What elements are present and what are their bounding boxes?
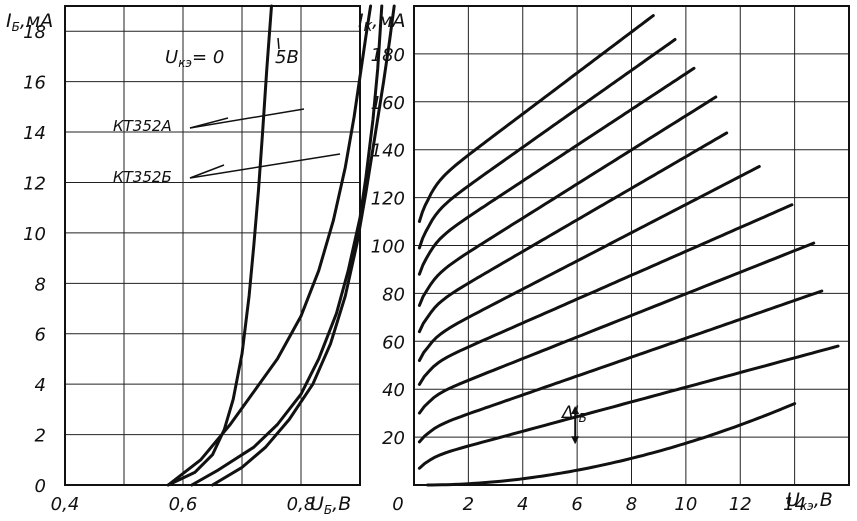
right-plot-frame xyxy=(413,5,850,486)
right-series-line xyxy=(417,344,840,470)
right-y-tick-label: 80 xyxy=(382,284,405,305)
right-x-axis-subscript: кэ xyxy=(800,499,814,513)
right-x-tick-label: 8 xyxy=(626,494,637,515)
left-y-tick-label: 16 xyxy=(23,73,46,94)
uce-5v-pointer xyxy=(277,37,280,50)
left-y-ticks: 0 2 4 6 8 10 12 14 16 18 xyxy=(23,22,46,497)
right-x-tick-label: 4 xyxy=(517,494,528,515)
pointer-kt352a-2 xyxy=(189,108,305,129)
left-y-tick-label: 10 xyxy=(23,224,46,245)
right-x-axis-label: Uкэ,В xyxy=(786,489,833,513)
left-series-line xyxy=(190,4,384,487)
right-series-line xyxy=(426,402,797,487)
left-x-ticks: 0,4 0,6 0,8 xyxy=(51,494,316,515)
right-y-axis-unit: ,мА xyxy=(372,10,405,32)
right-y-axis-label: IК,мА xyxy=(358,10,406,34)
left-y-tick-label: 0 xyxy=(35,476,46,497)
left-curves xyxy=(166,4,396,487)
left-x-tick-label: 0,8 xyxy=(287,494,316,515)
chart-collector-output: 20 40 60 80 100 120 140 160 180 0 2 4 6 8 10 12 14 IК,м… xyxy=(358,5,850,515)
uce-value-zero: = 0 xyxy=(192,47,224,68)
delta-ib-arrow xyxy=(571,405,580,445)
delta-ib-label: ΔIБ xyxy=(560,403,587,425)
left-y-tick-label: 4 xyxy=(35,375,46,396)
right-x-ticks: 0 2 4 6 8 10 12 14 xyxy=(392,494,806,515)
right-y-tick-label: 60 xyxy=(382,332,405,353)
left-y-tick-label: 8 xyxy=(35,274,46,295)
left-series-line xyxy=(166,4,373,487)
right-series-line xyxy=(417,95,718,307)
left-x-tick-label: 0,6 xyxy=(169,494,198,515)
left-x-tick-label: 0,4 xyxy=(51,494,80,515)
left-y-axis-label: IБ,мА xyxy=(6,10,53,34)
right-x-axis-symbol: U xyxy=(786,489,800,511)
right-series-line xyxy=(417,66,696,276)
left-series-line xyxy=(211,4,396,487)
right-series-line xyxy=(417,131,729,334)
left-y-axis-symbol: I xyxy=(6,10,12,32)
right-y-ticks: 20 40 60 80 100 120 140 160 180 xyxy=(371,45,405,449)
right-x-tick-label: 12 xyxy=(729,494,752,515)
right-x-tick-label: 6 xyxy=(571,494,582,515)
right-curves xyxy=(417,14,840,487)
pointer-kt352b-1 xyxy=(189,164,225,179)
left-y-axis-unit: ,мА xyxy=(20,10,53,32)
right-x-axis-unit: ,В xyxy=(814,489,833,511)
left-y-tick-label: 6 xyxy=(35,325,46,346)
left-x-axis-unit: ,В xyxy=(332,493,351,515)
right-series-line xyxy=(417,14,655,223)
right-y-tick-label: 40 xyxy=(382,380,405,401)
label-kt352a: КТ352А xyxy=(113,117,172,135)
label-kt352b: КТ352Б xyxy=(113,168,172,186)
right-y-axis-symbol: I xyxy=(358,10,364,32)
left-y-tick-label: 2 xyxy=(35,426,46,447)
delta-ib-symbol: ΔI xyxy=(560,403,579,423)
delta-ib-subscript: Б xyxy=(579,411,587,425)
right-x-tick-label: 2 xyxy=(463,494,474,515)
left-y-tick-label: 18 xyxy=(23,22,46,43)
right-series-line xyxy=(417,241,816,415)
right-series-line xyxy=(417,203,794,386)
delta-arrow-head-down xyxy=(571,436,580,445)
right-y-tick-label: 180 xyxy=(371,45,405,66)
delta-arrow-head-up xyxy=(571,405,580,414)
left-x-axis-subscript: Б xyxy=(324,503,332,517)
right-x-tick-label: 10 xyxy=(674,494,697,515)
right-series-line xyxy=(417,289,824,444)
right-y-tick-label: 100 xyxy=(371,237,405,258)
left-x-axis-label: UБ,В xyxy=(310,493,351,517)
uce-symbol: U xyxy=(165,47,178,68)
right-y-tick-label: 140 xyxy=(371,141,405,162)
right-x-tick-label: 14 xyxy=(783,494,806,515)
left-grid xyxy=(65,6,360,485)
left-y-axis-subscript: Б xyxy=(12,20,20,34)
uce-label: Uкэ= 0 xyxy=(165,47,224,70)
right-y-tick-label: 160 xyxy=(371,93,405,114)
right-y-axis-subscript: К xyxy=(364,20,373,34)
uce-subscript: кэ xyxy=(178,56,192,70)
left-y-tick-label: 12 xyxy=(23,173,46,194)
left-x-axis-symbol: U xyxy=(310,493,324,515)
left-y-tick-label: 14 xyxy=(23,123,46,144)
right-series-line xyxy=(417,165,761,362)
right-y-tick-label: 120 xyxy=(371,189,405,210)
left-series-line xyxy=(166,4,273,487)
right-series-line xyxy=(417,38,677,250)
right-y-tick-label: 20 xyxy=(382,428,405,449)
uce-label-5v: 5В xyxy=(275,47,299,68)
pointer-kt352b-2 xyxy=(189,153,341,179)
right-x-tick-label: 0 xyxy=(392,494,403,515)
